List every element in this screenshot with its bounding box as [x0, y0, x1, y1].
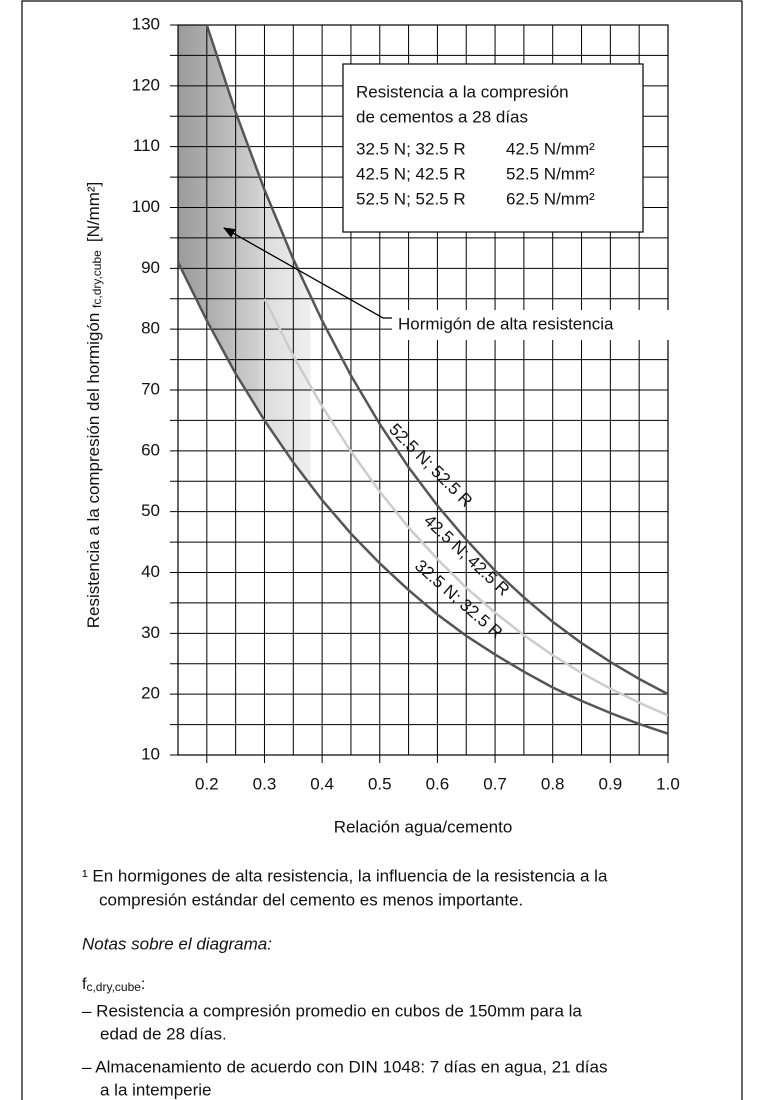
notes-symbol-end: : — [141, 976, 145, 993]
x-tick-label: 0.8 — [541, 774, 565, 793]
notes-symbol: fc,dry,cube: — [82, 976, 145, 994]
legend-title: Resistencia a la compresión — [356, 82, 569, 101]
legend-name: 52.5 N; 52.5 R — [356, 189, 466, 208]
legend-title: de cementos a 28 días — [356, 107, 528, 126]
notes-item: – Resistencia a compresión promedio en c… — [82, 1001, 582, 1020]
annotation-text: Hormigón de alta resistencia — [398, 314, 614, 333]
notes-symbol-sub: c,dry,cube — [86, 980, 141, 994]
y-tick-label: 70 — [141, 379, 160, 398]
notes-item: a la intemperie — [100, 1080, 212, 1099]
notes-item: edad de 28 días. — [100, 1024, 227, 1043]
x-tick-label: 0.6 — [426, 774, 450, 793]
y-tick-label: 50 — [141, 501, 160, 520]
y-tick-label: 100 — [132, 197, 160, 216]
notes-symbol-f: f — [82, 976, 87, 993]
frame — [21, 0, 743, 1100]
x-tick-label: 0.4 — [310, 774, 334, 793]
annotation-box — [392, 310, 678, 340]
y-tick-label: 40 — [141, 562, 160, 581]
y-tick-label: 60 — [141, 440, 160, 459]
y-tick-label: 30 — [141, 623, 160, 642]
footnote-line: compresión estándar del cemento es menos… — [99, 890, 523, 909]
legend-strength: 42.5 N/mm² — [506, 139, 595, 158]
x-tick-label: 1.0 — [656, 774, 680, 793]
curve — [205, 25, 668, 696]
y-tick-label: 130 — [132, 14, 160, 33]
x-tick-label: 0.5 — [368, 774, 392, 793]
y-axis-label-sub: fc,dry,cube — [90, 250, 104, 308]
y-tick-label: 120 — [132, 75, 160, 94]
x-tick-label: 0.7 — [483, 774, 507, 793]
y-tick-label: 90 — [141, 258, 160, 277]
y-axis-label-main: Resistencia a la compresión del hormigón — [84, 308, 103, 628]
notes-item: – Almacenamiento de acuerdo con DIN 1048… — [82, 1057, 607, 1076]
x-tick-label: 0.3 — [253, 774, 277, 793]
footnote-line: ¹ En hormigones de alta resistencia, la … — [82, 866, 608, 885]
plot-border — [177, 24, 669, 756]
y-tick-label: 80 — [141, 319, 160, 338]
x-tick-label: 0.9 — [599, 774, 623, 793]
legend-name: 42.5 N; 42.5 R — [356, 164, 466, 183]
y-tick-label: 110 — [133, 136, 160, 155]
curve — [263, 298, 668, 717]
curve-layer — [178, 25, 668, 735]
legend-strength: 52.5 N/mm² — [506, 164, 595, 183]
y-axis-label: Resistencia a la compresión del hormigón… — [84, 182, 104, 629]
legend-strength: 62.5 N/mm² — [506, 189, 595, 208]
legend-name: 32.5 N; 32.5 R — [356, 139, 466, 158]
notes-heading: Notas sobre el diagrama: — [82, 934, 272, 953]
annotation-arrow — [223, 227, 384, 319]
x-axis-label: Relación agua/cemento — [334, 817, 513, 836]
y-tick-label: 20 — [141, 684, 160, 703]
x-tick-label: 0.2 — [195, 774, 219, 793]
curve — [178, 261, 668, 735]
legend-box — [342, 63, 644, 233]
y-tick-label: 10 — [141, 744, 160, 763]
y-axis-label-unit: [N/mm²] — [84, 182, 103, 242]
